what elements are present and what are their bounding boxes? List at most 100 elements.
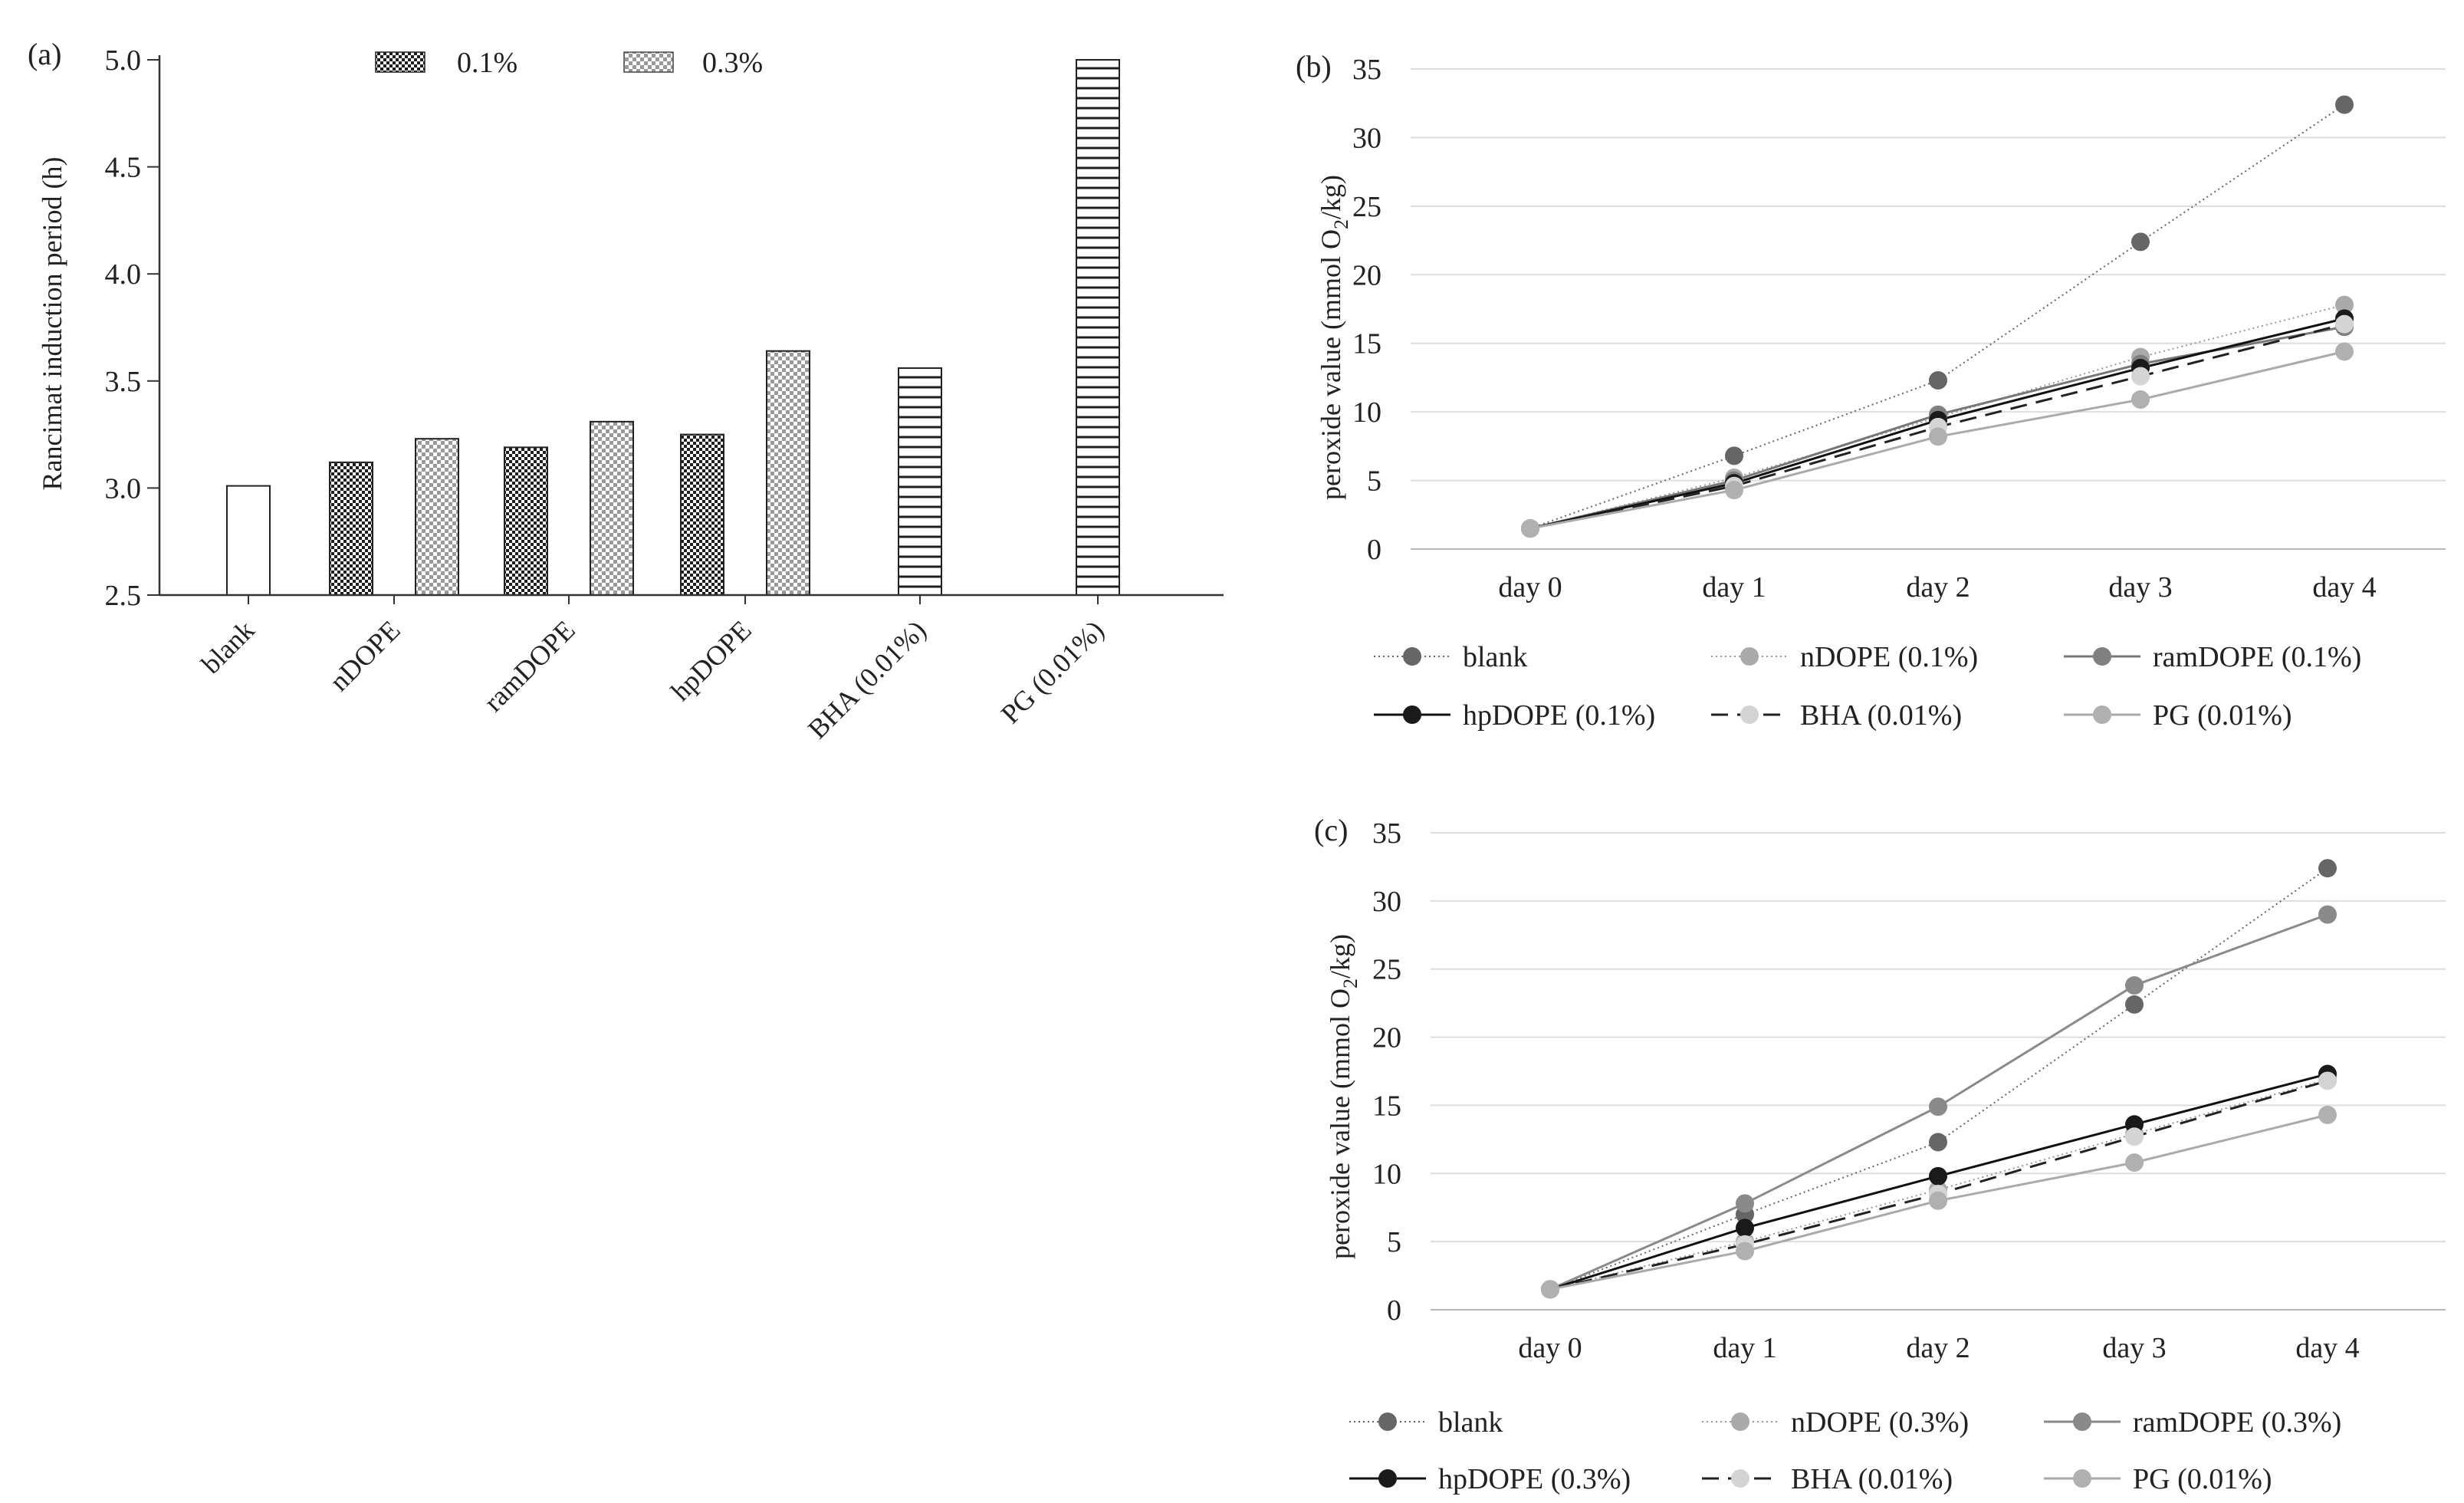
data-point-s4-p3 [2131,367,2150,386]
data-point-s0-p1 [1725,446,1743,465]
x-category-label: hpDOPE [665,614,757,706]
legend-marker-3 [1378,1469,1397,1488]
data-point-s2-p1 [1736,1194,1754,1213]
y-tick-label: 3.5 [105,366,142,398]
data-point-s0-p4 [2335,95,2354,114]
series-line-1 [1529,304,2345,530]
legend-marker-2 [2093,647,2111,666]
legend-label-0: blank [1463,641,1527,673]
category-labels-a: blank nDOPE ramDOPE hpDOPE BHA (0.01%) PG (0.… [195,595,1110,745]
bars-a [226,59,1120,597]
y-tick-label: 20 [1352,259,1381,291]
x-category-label: blank [195,614,261,679]
bar-ramdope-0.1% [504,446,548,596]
data-point-s1-p4 [2335,295,2354,314]
legend-a: 0.1% 0.3% [375,47,763,79]
data-point-s5-p0 [1541,1280,1559,1299]
data-point-s5-p4 [2318,1105,2337,1124]
y-axis-label-a: Rancimat induction period (h) [37,157,67,491]
plot-area-b: 0 5 10 15 20 25 30 35 day 0 day 1 day 2 day 3 day 4 [1352,54,2446,604]
legend-marker-0 [1403,647,1421,666]
panel-label-a: (a) [28,37,61,71]
data-point-s4-p4 [2335,314,2354,334]
x-tick-label: day 4 [2295,1332,2359,1364]
bar-hpdope-0.1% [680,433,724,596]
legend-label-2: ramDOPE (0.3%) [2133,1406,2341,1439]
y-tick-label: 30 [1372,886,1401,918]
data-point-s5-p2 [1929,1191,1947,1210]
line-chart-panel-c: (c) peroxide value (mmol O2/kg) 0 5 10 15 20… [1314,813,2446,1495]
bar-ndope-0.1% [329,461,373,596]
legend-b: blank nDOPE (0.1%) ramDOPE (0.1%) hpDOPE (0… [1374,641,2361,732]
data-point-s4-p3 [2125,1127,2144,1146]
legend-label-2: ramDOPE (0.1%) [2153,641,2361,673]
data-point-s0-p3 [2131,232,2150,252]
data-point-s0-p2 [1929,371,1947,390]
bar-hpdope-0.3% [766,350,810,596]
bar-ramdope-0.3% [590,420,634,597]
panel-label-c: (c) [1314,813,1348,847]
x-tick-label: day 3 [2108,571,2172,604]
bar-ndope-0.3% [415,438,459,597]
x-tick-label: day 1 [1702,571,1766,604]
y-axis-label-b: peroxide value (mmol O2/kg) [1316,175,1352,500]
y-tick-label: 25 [1352,191,1381,223]
series-line-0 [1529,104,2345,530]
data-point-s2-p3 [2125,976,2144,995]
y-tick-label: 10 [1352,396,1381,429]
y-tick-label: 4.0 [105,258,142,291]
legend-label-0: blank [1438,1406,1503,1439]
legend-marker-1 [1731,1413,1749,1431]
data-point-s2-p2 [1929,1097,1947,1117]
legend-swatch-0.3 [623,51,674,73]
x-tick-label: day 3 [2102,1332,2166,1364]
data-point-s5-p3 [2131,390,2150,409]
y-axis-label-c: peroxide value (mmol O2/kg) [1325,934,1362,1259]
legend-label-5: PG (0.01%) [2153,699,2292,732]
legend-marker-0 [1378,1413,1397,1431]
data-point-s5-p2 [1929,427,1947,446]
data-point-s3-p2 [1929,1166,1947,1186]
data-point-s5-p1 [1725,481,1743,500]
legend-marker-2 [2073,1413,2091,1431]
y-tick-label: 25 [1372,954,1401,986]
x-tick-label: day 2 [1906,1332,1970,1364]
data-point-s0-p3 [2125,995,2144,1014]
legend-label-1: nDOPE (0.3%) [1791,1406,1969,1439]
y-tick-label: 20 [1372,1022,1401,1054]
x-category-label: ramDOPE [478,614,580,717]
y-tick-label: 5.0 [105,44,142,77]
y-tick-label: 15 [1372,1090,1401,1122]
legend-label-4: BHA (0.01%) [1800,699,1962,732]
y-tick-label: 35 [1352,54,1381,86]
y-tick-label: 5 [1387,1226,1401,1258]
axes-a [158,55,1224,597]
legend-label-5: PG (0.01%) [2133,1463,2272,1495]
y-tick-label: 30 [1352,122,1381,154]
y-tick-label: 0 [1367,534,1381,566]
x-category-label: BHA (0.01%) [802,614,932,745]
y-tick-label: 5 [1367,465,1381,498]
plot-area-c: 0 5 10 15 20 25 30 35 day 0 day 1 day 2 day 3 day 4 [1372,817,2446,1364]
y-axis-ticks-a: 2.5 3.0 3.5 4.0 4.5 5.0 [105,44,159,612]
x-tick-label: day 4 [2312,571,2376,604]
line-chart-panel-b: (b) peroxide value (mmol O2/kg) 0 5 10 15 20… [1296,49,2446,732]
y-tick-label: 3.0 [105,472,142,505]
data-point-s0-p4 [2318,859,2337,878]
data-point-s2-p4 [2318,905,2337,924]
data-point-s5-p4 [2335,342,2354,361]
bar-blank [226,485,271,596]
x-category-label: nDOPE [324,614,406,696]
bar-pg-0-01- [1076,59,1120,596]
legend-marker-1 [1740,647,1759,666]
y-tick-label: 10 [1372,1158,1401,1190]
data-point-s5-p1 [1736,1242,1754,1261]
legend-label-3: hpDOPE (0.3%) [1438,1463,1631,1495]
x-tick-label: day 0 [1518,1332,1582,1364]
legend-marker-4 [1731,1469,1749,1488]
x-category-label: PG (0.01%) [995,614,1110,729]
legend-c: blank nDOPE (0.3%) ramDOPE (0.3%) hpDOPE (0… [1349,1406,2341,1495]
legend-marker-3 [1403,705,1421,724]
